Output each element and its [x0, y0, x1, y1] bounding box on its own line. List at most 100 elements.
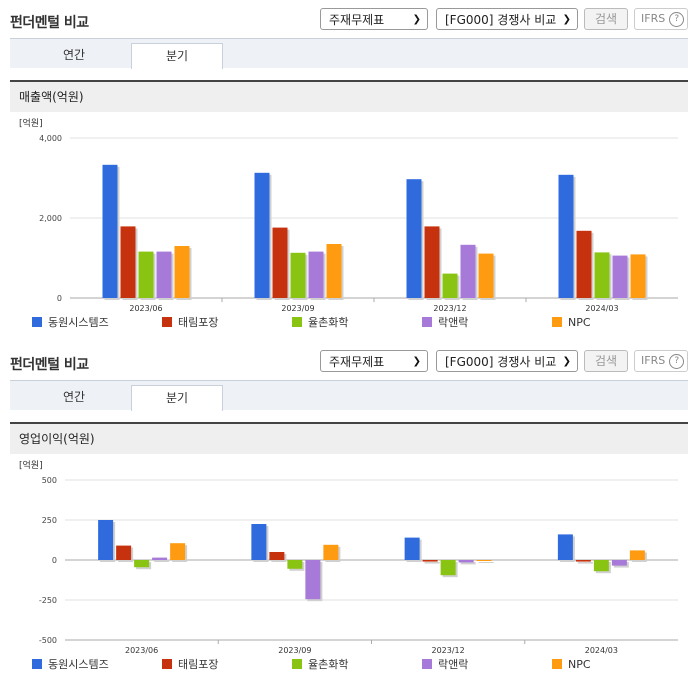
chart-container: 영업이익(억원) [억원] -500 -250 0 250 500 2023/06 2023… — [10, 422, 688, 686]
bar[interactable] — [170, 543, 186, 560]
y-unit-label: [억원] — [19, 459, 43, 471]
panel-header: 펀더멘털 비교 주재무제표 ❯ [FG000] 경쟁사 비교 ❯ 검색 IFRS… — [0, 0, 696, 34]
statement-select[interactable]: 주재무제표 ❯ — [320, 8, 428, 30]
y-tick-label: 2,000 — [39, 214, 62, 223]
bar[interactable] — [98, 520, 114, 560]
chevron-down-icon: ❯ — [412, 356, 421, 367]
legend-label[interactable]: NPC — [568, 658, 591, 671]
x-tick-label: 2023/09 — [278, 646, 311, 655]
statement-select-value: 주재무제표 — [329, 13, 385, 27]
bar[interactable] — [290, 252, 306, 298]
legend-label[interactable]: 락앤락 — [438, 316, 468, 329]
bar[interactable] — [269, 552, 285, 560]
ifrs-label: IFRS — [641, 354, 666, 367]
bar[interactable] — [558, 174, 574, 298]
bar[interactable] — [152, 557, 168, 560]
y-tick-label: 500 — [42, 476, 57, 485]
bar[interactable] — [442, 273, 458, 298]
bar[interactable] — [576, 230, 592, 298]
compare-group-select-value: [FG000] 경쟁사 비교 — [445, 355, 557, 369]
x-tick-label: 2023/12 — [432, 646, 465, 655]
bar[interactable] — [287, 560, 303, 569]
legend-label[interactable]: 동원시스템즈 — [48, 316, 109, 329]
legend-label[interactable]: 태림포장 — [178, 658, 218, 671]
bar[interactable] — [593, 560, 609, 572]
bar[interactable] — [404, 537, 420, 560]
operating-profit-chart: [억원] -500 -250 0 250 500 2023/06 2023/09 2023/1… — [19, 459, 678, 671]
period-tabs: 연간 분기 — [10, 38, 688, 69]
bar[interactable] — [120, 226, 136, 298]
fundamental-panel-operating-profit: 펀더멘털 비교 주재무제표 ❯ [FG000] 경쟁사 비교 ❯ 검색 IFRS… — [0, 342, 696, 686]
legend-swatch — [552, 659, 562, 669]
bar[interactable] — [251, 524, 267, 560]
bar[interactable] — [272, 227, 288, 298]
legend-label[interactable]: NPC — [568, 316, 591, 329]
bar[interactable] — [440, 560, 456, 576]
bar[interactable] — [594, 252, 610, 298]
x-tick-label: 2023/09 — [281, 304, 314, 313]
statement-select-value: 주재무제표 — [329, 355, 385, 369]
x-tick-label: 2024/03 — [585, 646, 618, 655]
tab-quarter[interactable]: 분기 — [131, 43, 223, 69]
tab-quarter[interactable]: 분기 — [131, 385, 223, 411]
bar[interactable] — [422, 560, 438, 562]
bar[interactable] — [424, 226, 440, 298]
tab-annual[interactable]: 연간 — [62, 48, 86, 62]
bar[interactable] — [406, 179, 422, 298]
bar[interactable] — [254, 172, 270, 298]
ifrs-button[interactable]: IFRS? — [634, 8, 688, 30]
compare-group-select[interactable]: [FG000] 경쟁사 비교 ❯ — [436, 8, 578, 30]
bar[interactable] — [612, 255, 628, 298]
y-tick-label: -250 — [39, 596, 57, 605]
sales-chart: [억원] 0 2,000 4,000 2023/06 2023/09 2023/12 202… — [19, 117, 678, 329]
legend-swatch — [292, 317, 302, 327]
legend-swatch — [422, 659, 432, 669]
fundamental-panel-sales: 펀더멘털 비교 주재무제표 ❯ [FG000] 경쟁사 비교 ❯ 검색 IFRS… — [0, 0, 696, 342]
legend-swatch — [552, 317, 562, 327]
legend-label[interactable]: 율촌화학 — [308, 658, 348, 671]
legend-label[interactable]: 락앤락 — [438, 658, 468, 671]
x-tick-label: 2023/12 — [433, 304, 466, 313]
panel-header: 펀더멘털 비교 주재무제표 ❯ [FG000] 경쟁사 비교 ❯ 검색 IFRS… — [0, 342, 696, 376]
bar[interactable] — [458, 560, 474, 563]
tab-annual[interactable]: 연간 — [62, 390, 86, 404]
bar[interactable] — [611, 560, 627, 566]
bar[interactable] — [476, 560, 492, 561]
chevron-down-icon: ❯ — [562, 14, 571, 25]
search-button[interactable]: 검색 — [584, 8, 628, 30]
bar[interactable] — [138, 251, 154, 298]
bar[interactable] — [156, 251, 172, 298]
bar[interactable] — [305, 560, 321, 600]
bar[interactable] — [575, 560, 591, 562]
y-tick-label: 0 — [57, 294, 62, 303]
y-unit-label: [억원] — [19, 117, 43, 129]
bar[interactable] — [323, 544, 339, 560]
bar[interactable] — [116, 545, 132, 560]
bar[interactable] — [557, 534, 573, 560]
bar-shadow — [154, 559, 170, 562]
legend-label[interactable]: 동원시스템즈 — [48, 658, 109, 671]
legend-label[interactable]: 태림포장 — [178, 316, 218, 329]
bar[interactable] — [630, 254, 646, 298]
bar-shadow — [478, 562, 494, 563]
search-button[interactable]: 검색 — [584, 350, 628, 372]
statement-select[interactable]: 주재무제표 ❯ — [320, 350, 428, 372]
bar[interactable] — [102, 164, 118, 298]
bar[interactable] — [460, 244, 476, 298]
legend-swatch — [422, 317, 432, 327]
ifrs-button[interactable]: IFRS? — [634, 350, 688, 372]
legend-swatch — [32, 659, 42, 669]
compare-group-select[interactable]: [FG000] 경쟁사 비교 ❯ — [436, 350, 578, 372]
bar[interactable] — [326, 244, 342, 298]
metric-title: 영업이익(억원) — [10, 424, 688, 454]
period-tabs: 연간 분기 — [10, 380, 688, 411]
bar[interactable] — [478, 253, 494, 298]
y-tick-label: 0 — [52, 556, 57, 565]
bar[interactable] — [308, 251, 324, 298]
legend-swatch — [292, 659, 302, 669]
bar[interactable] — [134, 560, 150, 568]
help-icon: ? — [669, 11, 685, 27]
legend-label[interactable]: 율촌화학 — [308, 316, 348, 329]
bar[interactable] — [629, 550, 645, 560]
bar[interactable] — [174, 246, 190, 298]
